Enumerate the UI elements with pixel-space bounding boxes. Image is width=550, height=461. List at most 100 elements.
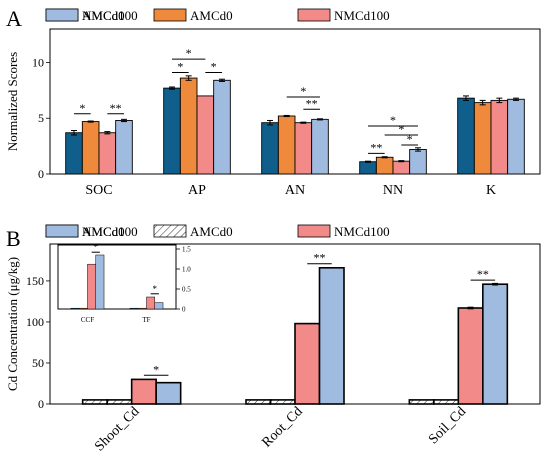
legend-label-NMCd100: NMCd100 — [334, 224, 390, 239]
bar-B-NMCd0-Root_Cd — [245, 399, 272, 405]
bar-A-NMCd0-AN — [261, 122, 279, 175]
legend-label-NMCd0: NMCd0 — [82, 8, 125, 23]
significance-label: ** — [306, 96, 318, 110]
significance-label: ** — [110, 101, 122, 115]
significance-label: * — [79, 101, 85, 115]
legend-label-NMCd100: NMCd100 — [334, 8, 390, 23]
bar-A-AMCd100-K — [507, 98, 525, 175]
plot-frame — [57, 244, 177, 310]
x-tick-label: Soil_Cd — [426, 404, 469, 447]
y-tick-label: 0 — [38, 167, 44, 181]
bar-B-inset-NMCd0-TF — [129, 307, 139, 310]
bar-B-AMCd0-Root_Cd — [269, 399, 296, 405]
legend-swatch-NMCd100 — [297, 8, 331, 22]
bar-B-inset-NMCd0-CCF — [70, 307, 80, 310]
bar-A-NMCd100-NN — [392, 160, 411, 175]
bar-A-NMCd0-NN — [359, 161, 377, 175]
significance-label: * — [153, 284, 158, 294]
x-tick-label: AP — [188, 183, 206, 198]
bar-A-AMCd0-SOC — [81, 121, 100, 175]
panel-a-label: A — [6, 6, 22, 31]
bar-A-NMCd0-SOC — [65, 132, 83, 175]
bar-A-AMCd0-AP — [179, 77, 198, 175]
bar-A-AMCd0-NN — [375, 156, 394, 175]
significance-label: * — [398, 122, 404, 136]
significance-label: * — [300, 84, 306, 98]
bar-A-AMCd100-AP — [213, 79, 231, 175]
x-tick-label: Root_Cd — [259, 404, 305, 450]
x-tick-label: CCF — [81, 316, 94, 324]
significance-label: * — [177, 60, 183, 74]
y-tick-label: 0 — [38, 397, 44, 411]
bar-B-NMCd100-Soil_Cd — [457, 307, 484, 405]
y-tick-label: 10 — [32, 55, 44, 69]
bar-B-AMCd0-Soil_Cd — [433, 399, 460, 405]
significance-label: ** — [477, 267, 489, 281]
significance-label: * — [153, 362, 159, 376]
bar-A-NMCd0-K — [457, 97, 475, 175]
significance-label: * — [407, 132, 413, 146]
bar-B-inset-AMCd100-TF — [154, 302, 164, 310]
chart-b-inset: 0 0.5 1.0 1.5 * * CCF TF — [51, 242, 191, 324]
x-tick-label: K — [486, 183, 496, 198]
legend-label-AMCd0: AMCd0 — [190, 224, 233, 239]
legend-swatch-AMCd100 — [45, 224, 79, 238]
chart-b: NMCd0 AMCd0 NMCd100AMCd100050100150*****Sh… — [5, 224, 541, 454]
bar-B-AMCd100-Root_Cd — [318, 266, 345, 405]
legend-label-AMCd0: AMCd0 — [190, 8, 233, 23]
significance-label: ** — [370, 140, 382, 154]
bar-A-NMCd100-AP — [196, 95, 215, 175]
y-tick-label: 50 — [32, 356, 44, 370]
y-tick-label: 150 — [26, 274, 44, 288]
bar-B-AMCd0-Shoot_Cd — [106, 399, 133, 405]
y-axis-label: Normalized Scores — [5, 52, 20, 151]
significance-label: ** — [314, 251, 326, 265]
x-tick-label: AN — [285, 183, 305, 198]
y-tick-label: 0.5 — [182, 285, 191, 293]
bar-B-inset-AMCd100-CCF — [95, 254, 105, 310]
y-axis-label: Cd Concentration (μg/kg) — [5, 257, 20, 391]
significance-label: * — [186, 46, 192, 60]
bar-B-AMCd100-Soil_Cd — [482, 283, 509, 405]
y-tick-label: 0 — [182, 305, 186, 313]
bar-A-AMCd100-AN — [311, 118, 329, 175]
bar-B-inset-NMCd100-TF — [146, 296, 156, 310]
bar-A-NMCd100-K — [490, 99, 509, 175]
y-tick-label: 100 — [26, 315, 44, 329]
legend-swatch-NMCd100 — [297, 224, 331, 238]
legend-label-NMCd0: NMCd0 — [82, 224, 125, 239]
legend-swatch-AMCd0 — [153, 224, 187, 238]
bar-A-NMCd100-SOC — [98, 132, 117, 175]
y-tick-label: 1.5 — [182, 245, 191, 253]
significance-label: * — [94, 242, 99, 252]
bar-B-NMCd100-Shoot_Cd — [130, 378, 157, 405]
bar-B-AMCd100-Shoot_Cd — [155, 381, 182, 405]
bar-B-NMCd100-Root_Cd — [294, 322, 321, 405]
bar-B-NMCd0-Soil_Cd — [408, 399, 435, 405]
y-tick-label: 5 — [38, 111, 44, 125]
inset-background — [51, 245, 191, 317]
legend-label-AMCd100: AMCd100 — [82, 224, 138, 239]
significance-label: * — [390, 113, 396, 127]
x-tick-label: TF — [142, 316, 150, 324]
bar-A-NMCd0-AP — [163, 87, 181, 175]
legend-swatch-AMCd100 — [45, 8, 79, 22]
bar-A-AMCd100-NN — [409, 149, 427, 175]
legend-swatch-AMCd0 — [153, 8, 187, 22]
panel-b-label: B — [6, 226, 21, 251]
bar-A-AMCd100-SOC — [115, 120, 133, 175]
y-tick-label: 1.0 — [182, 265, 191, 273]
bar-A-NMCd100-AN — [294, 122, 313, 175]
x-tick-label: SOC — [85, 183, 112, 198]
x-tick-label: NN — [383, 183, 403, 198]
bar-B-inset-NMCd100-CCF — [87, 263, 97, 310]
bar-B-inset-AMCd0-CCF — [78, 307, 88, 310]
bar-A-AMCd0-K — [473, 102, 492, 175]
significance-label: * — [211, 60, 217, 74]
bar-A-AMCd0-AN — [277, 115, 296, 175]
legend-label-AMCd100: AMCd100 — [82, 8, 138, 23]
x-tick-label: Shoot_Cd — [92, 404, 142, 454]
bar-B-inset-AMCd0-TF — [137, 307, 147, 310]
